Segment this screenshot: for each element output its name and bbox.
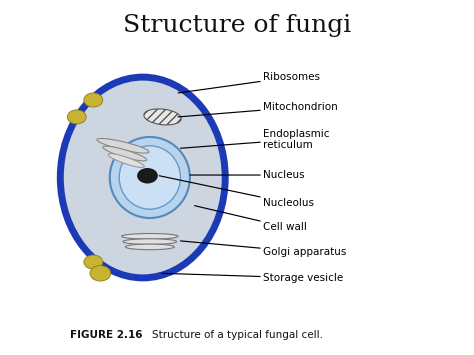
Ellipse shape [125,244,174,250]
Ellipse shape [110,137,190,218]
Circle shape [67,110,86,124]
Text: Nucleolus: Nucleolus [159,176,314,208]
Text: FIGURE 2.16: FIGURE 2.16 [70,329,142,339]
Text: Ribosomes: Ribosomes [178,72,320,93]
Circle shape [90,266,111,281]
Text: Nucleus: Nucleus [190,170,304,180]
Text: Cell wall: Cell wall [195,206,307,232]
Text: Golgi apparatus: Golgi apparatus [181,241,346,257]
Text: Storage vesicle: Storage vesicle [162,273,343,283]
Text: Endoplasmic
reticulum: Endoplasmic reticulum [181,129,329,150]
Ellipse shape [144,109,181,125]
Ellipse shape [97,138,149,153]
Ellipse shape [123,239,177,245]
Text: Structure of a typical fungal cell.: Structure of a typical fungal cell. [152,329,323,339]
Ellipse shape [60,77,225,278]
Ellipse shape [121,234,178,239]
Circle shape [84,255,103,269]
Text: Structure of fungi: Structure of fungi [123,14,351,37]
Ellipse shape [108,154,144,168]
Ellipse shape [103,146,147,161]
Text: Mitochondrion: Mitochondrion [178,102,337,117]
Ellipse shape [119,146,181,209]
Circle shape [84,93,103,107]
Circle shape [137,168,158,184]
